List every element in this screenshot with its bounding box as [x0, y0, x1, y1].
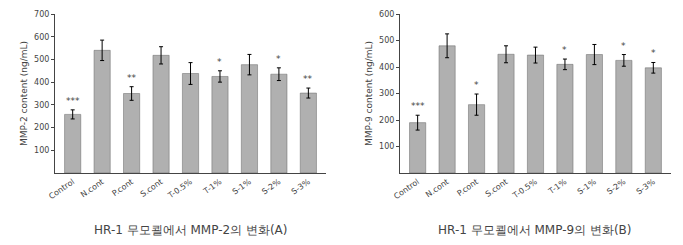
svg-text:100: 100 — [379, 142, 394, 151]
svg-text:S.cont: S.cont — [139, 177, 165, 199]
svg-text:N.cont: N.cont — [79, 177, 105, 199]
svg-text:400: 400 — [34, 78, 49, 87]
svg-text:Control: Control — [47, 177, 76, 201]
svg-text:***: *** — [411, 101, 425, 111]
svg-text:MMP-2 content (ng/mL): MMP-2 content (ng/mL) — [19, 41, 29, 146]
svg-text:600: 600 — [379, 10, 394, 19]
svg-text:S-3%: S-3% — [290, 177, 312, 196]
svg-text:500: 500 — [379, 36, 394, 45]
svg-text:Control: Control — [392, 177, 421, 201]
svg-text:200: 200 — [34, 123, 49, 132]
svg-text:300: 300 — [379, 89, 394, 98]
svg-text:*: * — [621, 41, 626, 51]
svg-text:*: * — [562, 45, 567, 55]
svg-text:500: 500 — [34, 55, 49, 64]
svg-text:T-1%: T-1% — [546, 177, 568, 196]
svg-text:P.cont: P.cont — [111, 177, 136, 198]
svg-text:S-1%: S-1% — [576, 177, 598, 196]
svg-text:600: 600 — [34, 33, 49, 42]
svg-text:400: 400 — [379, 63, 394, 72]
svg-text:300: 300 — [34, 101, 49, 110]
svg-text:*: * — [276, 54, 281, 64]
svg-text:T-0.5%: T-0.5% — [166, 177, 195, 201]
svg-text:***: *** — [66, 96, 80, 106]
svg-text:HR-1 무모쾰에서 MMP-2의 변화(A): HR-1 무모쾰에서 MMP-2의 변화(A) — [94, 223, 288, 237]
svg-text:*: * — [217, 57, 222, 67]
svg-text:MMP-9 content (ng/mL): MMP-9 content (ng/mL) — [364, 41, 374, 146]
svg-text:**: ** — [127, 73, 137, 83]
svg-text:S-2%: S-2% — [260, 177, 282, 196]
svg-text:700: 700 — [34, 10, 49, 19]
svg-text:T-1%: T-1% — [201, 177, 223, 196]
svg-text:HR-1 무모쾰에서 MMP-9의 변화(B): HR-1 무모쾰에서 MMP-9의 변화(B) — [438, 223, 632, 237]
svg-text:*: * — [651, 48, 656, 58]
svg-text:N.cont: N.cont — [424, 177, 450, 199]
svg-text:**: ** — [303, 74, 313, 84]
svg-text:S.cont: S.cont — [484, 177, 510, 199]
svg-text:100: 100 — [34, 146, 49, 155]
svg-text:S-2%: S-2% — [605, 177, 627, 196]
svg-text:*: * — [474, 80, 479, 90]
svg-text:S-3%: S-3% — [635, 177, 657, 196]
svg-text:S-1%: S-1% — [231, 177, 253, 196]
svg-text:200: 200 — [379, 116, 394, 125]
svg-text:P.cont: P.cont — [455, 177, 480, 198]
svg-text:T-0.5%: T-0.5% — [511, 177, 540, 201]
